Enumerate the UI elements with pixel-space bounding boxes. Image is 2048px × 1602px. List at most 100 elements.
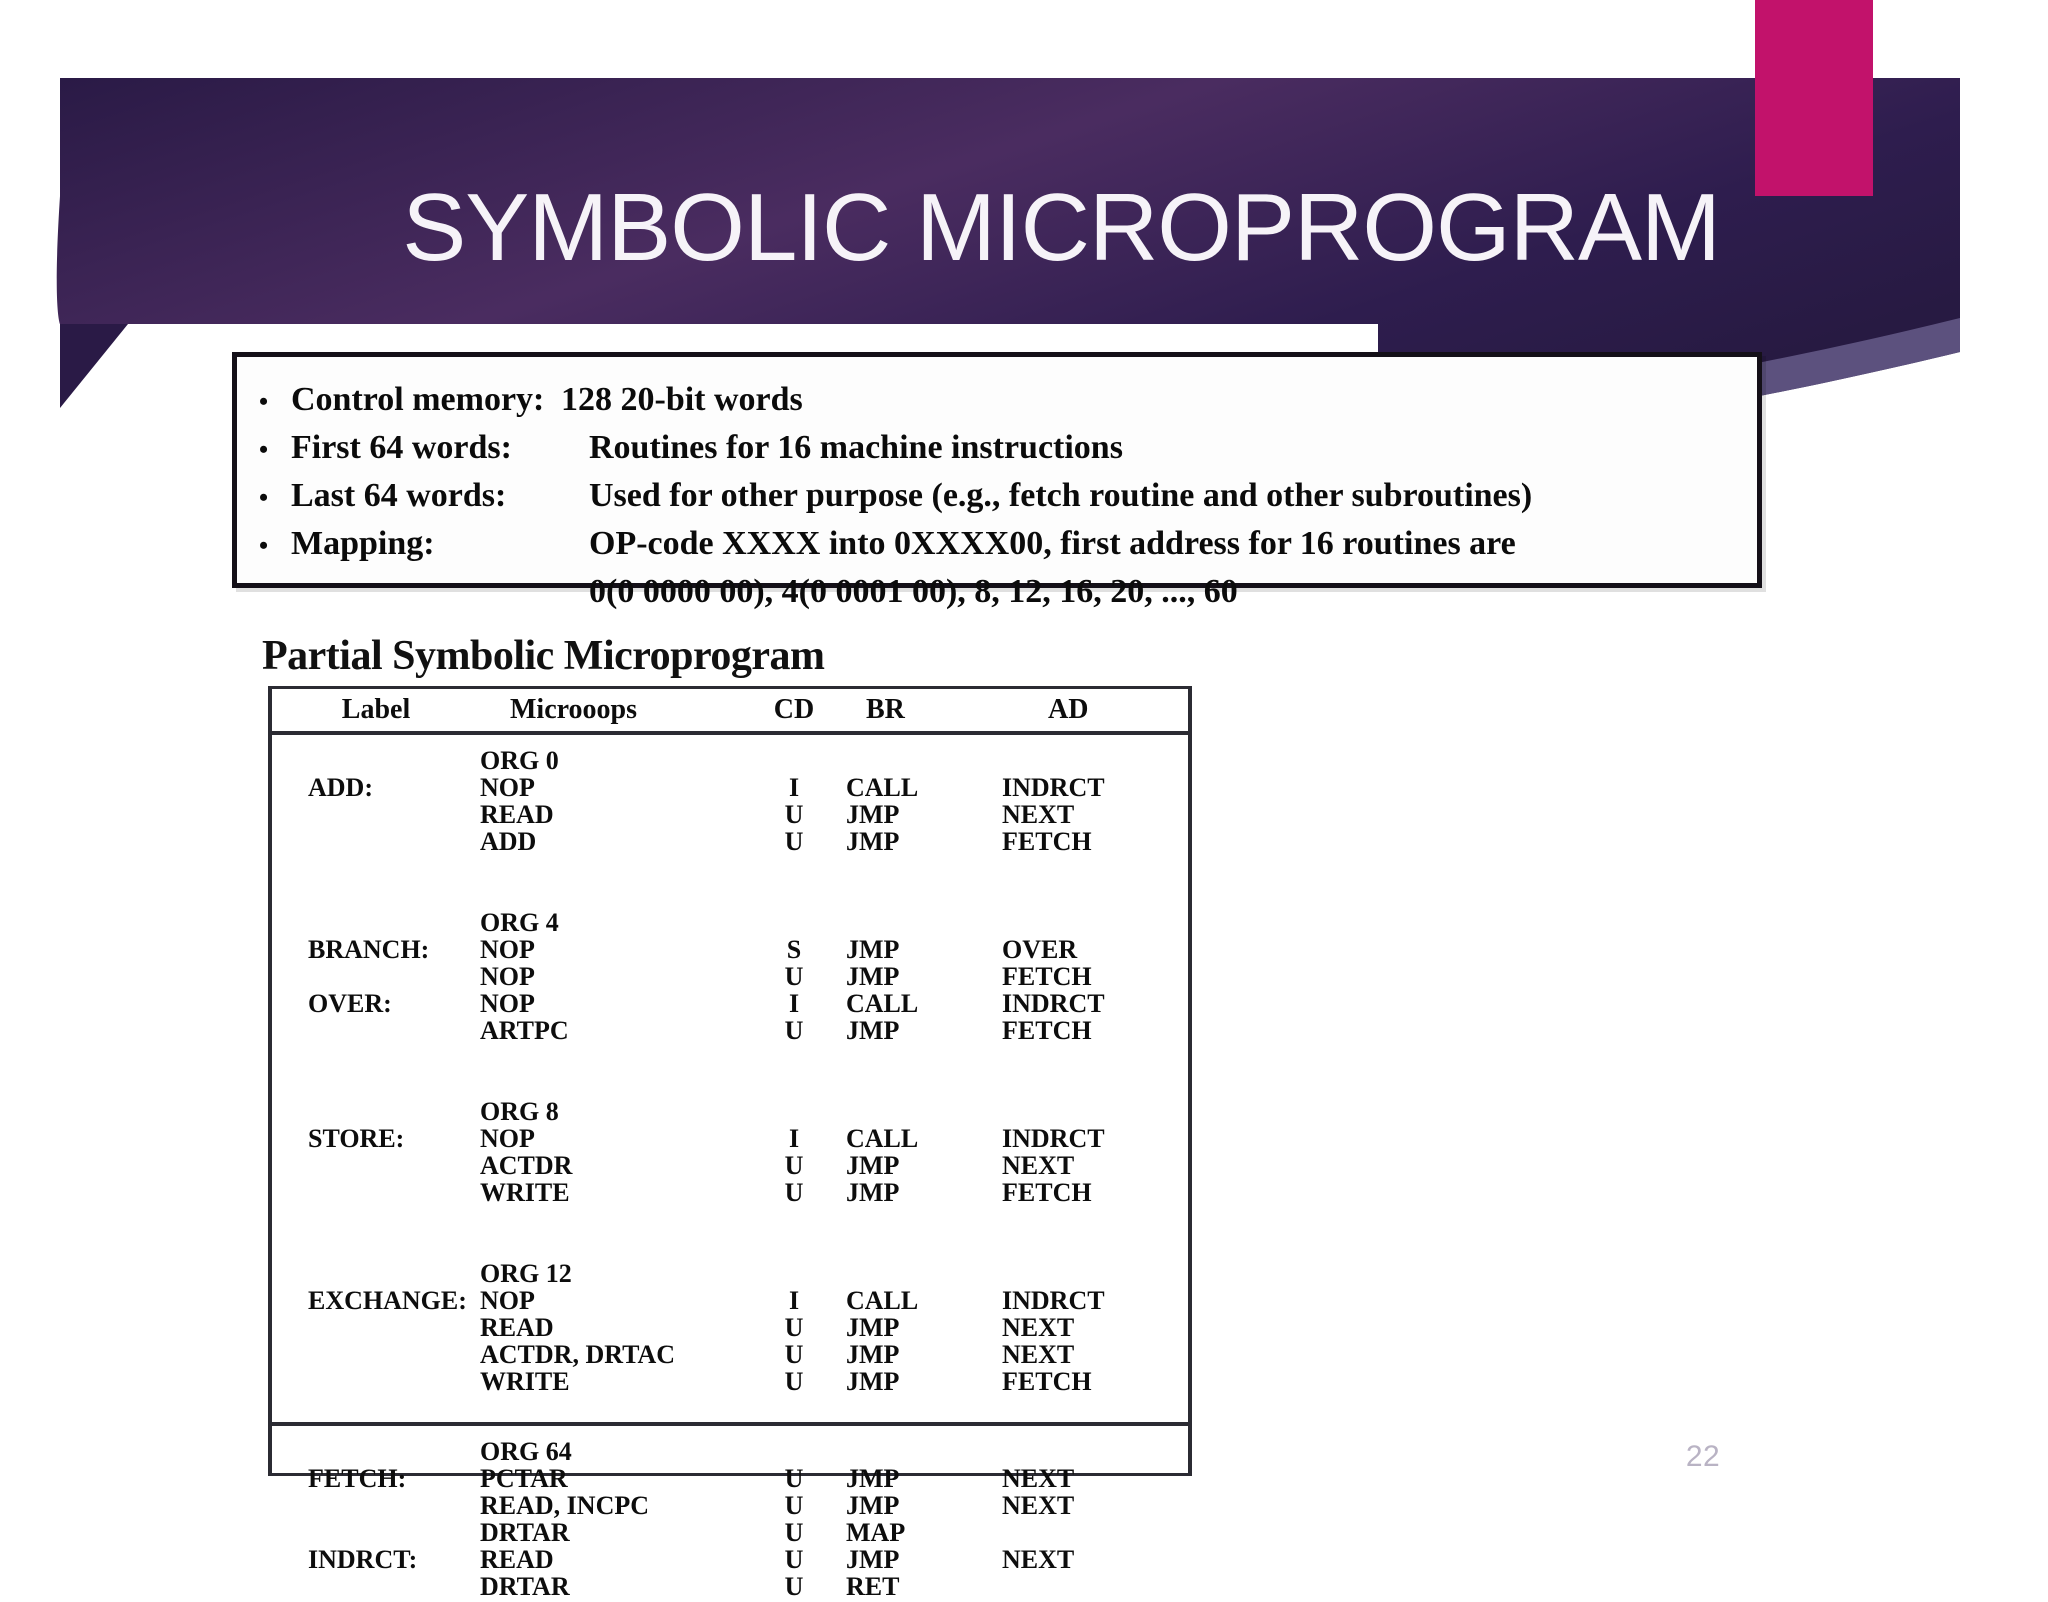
column-header-microops: Microoops (510, 694, 638, 725)
summary-desc: 128 20-bit words (561, 381, 803, 418)
cell-microops: ORG 8 (480, 1096, 559, 1126)
cell-br: CALL (846, 1285, 919, 1315)
cell-br: JMP (846, 1015, 900, 1045)
table-row: ADD: NOP I CALL INDRCT (272, 772, 1188, 802)
cell-microops: ORG 12 (480, 1258, 572, 1288)
cell-cd: U (784, 1490, 804, 1520)
cell-cd: I (788, 772, 800, 802)
banner-left-notch (60, 324, 128, 408)
section-spacer (272, 1395, 1188, 1422)
cell-br: JMP (846, 799, 900, 829)
cell-ad: NEXT (1002, 1463, 1075, 1493)
cell-br: CALL (846, 1123, 919, 1153)
cell-microops: ORG 4 (480, 907, 559, 937)
cell-microops: WRITE (480, 1366, 570, 1396)
table-section-divider (272, 1422, 1188, 1426)
cell-microops: READ (480, 1544, 554, 1574)
cell-br: JMP (846, 961, 900, 991)
table-row: INDRCT: READ U JMP NEXT (272, 1544, 1188, 1574)
table-row: READ, INCPC U JMP NEXT (272, 1490, 1188, 1520)
cell-br: JMP (846, 934, 900, 964)
cell-ad: FETCH (1002, 826, 1092, 856)
table-row: WRITE U JMP FETCH (272, 1366, 1188, 1396)
cell-microops: ARTPC (480, 1015, 569, 1045)
cell-br: JMP (846, 1366, 900, 1396)
cell-microops: NOP (480, 772, 535, 802)
cell-ad: NEXT (1002, 1150, 1075, 1180)
cell-microops: DRTAR (480, 1571, 570, 1601)
cell-br: JMP (846, 1312, 900, 1342)
table-row: ORG 8 (272, 1096, 1188, 1126)
cell-microops: ACTDR (480, 1150, 573, 1180)
cell-br: JMP (846, 1490, 900, 1520)
column-header-br: BR (866, 694, 905, 725)
cell-label: STORE: (308, 1123, 405, 1153)
table-row: BRANCH: NOP S JMP OVER (272, 934, 1188, 964)
cell-ad: FETCH (1002, 961, 1092, 991)
cell-cd: U (784, 961, 804, 991)
cell-cd: I (788, 1285, 800, 1315)
summary-row: • Last 64 words: Used for other purpose … (237, 473, 1757, 521)
cell-microops: PCTAR (480, 1463, 568, 1493)
cell-cd: U (784, 1463, 804, 1493)
section-spacer (272, 1071, 1188, 1098)
cell-ad: NEXT (1002, 1339, 1075, 1369)
page-number: 22 (1685, 1440, 1721, 1473)
cell-cd: U (784, 799, 804, 829)
table-row: FETCH: PCTAR U JMP NEXT (272, 1463, 1188, 1493)
cell-ad: INDRCT (1002, 772, 1105, 802)
summary-term: Mapping: (291, 525, 435, 562)
cell-cd: I (788, 988, 800, 1018)
table-row: READ U JMP NEXT (272, 1312, 1188, 1342)
summary-row-continuation: • 0(0 0000 00), 4(0 0001 00), 8, 12, 16,… (237, 569, 1757, 617)
table-row: STORE: NOP I CALL INDRCT (272, 1123, 1188, 1153)
cell-cd: U (784, 1015, 804, 1045)
summary-term: Last 64 words: (291, 477, 507, 514)
table-row: EXCHANGE: NOP I CALL INDRCT (272, 1285, 1188, 1315)
table-row: DRTAR U MAP (272, 1517, 1188, 1547)
cell-cd: U (784, 1339, 804, 1369)
cell-microops: NOP (480, 1285, 535, 1315)
cell-label: EXCHANGE: (308, 1285, 467, 1315)
cell-ad: NEXT (1002, 799, 1075, 829)
cell-label: INDRCT: (308, 1544, 418, 1574)
cell-cd: U (784, 1544, 804, 1574)
table-row: ARTPC U JMP FETCH (272, 1015, 1188, 1045)
cell-microops: NOP (480, 1123, 535, 1153)
table-row: WRITE U JMP FETCH (272, 1177, 1188, 1207)
cell-microops: ADD (480, 826, 537, 856)
cell-br: JMP (846, 1150, 900, 1180)
section-spacer (272, 1206, 1188, 1233)
summary-row: • Control memory: 128 20-bit words (237, 377, 1757, 425)
cell-label: ADD: (308, 772, 373, 802)
table-row: ACTDR U JMP NEXT (272, 1150, 1188, 1180)
cell-br: RET (846, 1571, 900, 1601)
cell-cd: U (784, 1571, 804, 1601)
cell-br: CALL (846, 772, 919, 802)
table-header-row: Label Microoops CD BR AD (272, 689, 1188, 735)
page-title: SYMBOLIC MICROPROGRAM (402, 174, 1721, 281)
table-row: ORG 12 (272, 1258, 1188, 1288)
cell-label: OVER: (308, 988, 392, 1018)
table-row: ORG 4 (272, 907, 1188, 937)
cell-microops: WRITE (480, 1177, 570, 1207)
bullet-icon: • (259, 387, 269, 416)
cell-microops: ORG 64 (480, 1436, 572, 1466)
cell-cd: U (784, 1177, 804, 1207)
table-row: ACTDR, DRTAC U JMP NEXT (272, 1339, 1188, 1369)
cell-ad: INDRCT (1002, 1285, 1105, 1315)
table-row: NOP U JMP FETCH (272, 961, 1188, 991)
cell-ad: FETCH (1002, 1015, 1092, 1045)
program-heading: Partial Symbolic Microprogram (262, 633, 825, 679)
summary-list: • Control memory: 128 20-bit words • Fir… (237, 357, 1757, 617)
summary-term: Control memory: (291, 381, 545, 418)
cell-microops: READ (480, 799, 554, 829)
cell-microops: READ (480, 1312, 554, 1342)
cell-label: FETCH: (308, 1463, 407, 1493)
summary-desc: Used for other purpose (e.g., fetch rout… (589, 477, 1533, 514)
summary-row: • First 64 words: Routines for 16 machin… (237, 425, 1757, 473)
bullet-icon: • (259, 435, 269, 464)
bullet-icon: • (259, 531, 269, 560)
column-header-cd: CD (773, 694, 815, 725)
cell-microops: DRTAR (480, 1517, 570, 1547)
